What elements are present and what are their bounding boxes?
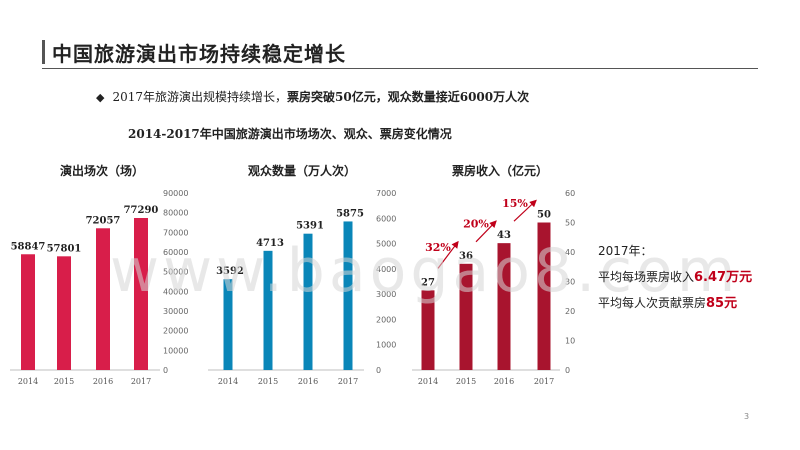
y-tick-label-0-7: 70000 [163,228,188,237]
x-tick-label-1-2014: 2014 [218,377,238,386]
page-title: 中国旅游演出市场持续稳定增长 [52,42,346,66]
growth-label-2: 15% [502,197,528,210]
y-tick-label-0-2: 20000 [163,327,188,336]
y-tick-label-0-5: 50000 [163,268,188,277]
growth-label-0: 32% [425,241,451,254]
x-tick-label-1-2015: 2015 [258,377,278,386]
chart-title-performances: 演出场次（场） [60,164,145,178]
y-tick-label-1-5: 5000 [376,240,396,249]
note-avg-per-person-value: 85元 [706,296,738,311]
x-tick-label-2-2014: 2014 [418,377,438,386]
x-tick-label-2-2016: 2016 [494,377,514,386]
x-tick-label-2-2015: 2015 [456,377,476,386]
y-tick-label-0-9: 90000 [163,189,188,198]
y-tick-label-1-7: 7000 [376,189,396,198]
title-divider [42,68,758,69]
data-label-2-2015: 36 [459,251,473,262]
bar-0-2015 [57,256,71,370]
data-label-0-2015: 57801 [47,243,82,254]
note-avg-per-person: 平均每人次贡献票房85元 [598,292,737,311]
chart-group-subtitle: 2014-2017年中国旅游演出市场场次、观众、票房变化情况 [128,127,452,141]
y-tick-label-0-3: 30000 [163,307,188,316]
y-tick-label-1-1: 1000 [376,341,396,350]
data-label-2-2017: 50 [537,210,551,221]
y-tick-label-1-0: 0 [376,366,381,375]
x-tick-label-0-2016: 2016 [93,377,113,386]
data-label-2-2014: 27 [421,277,435,288]
bullet-text-highlight: 票房突破50亿元，观众数量接近6000万人次 [287,90,530,104]
bar-2-2016 [497,243,511,370]
growth-arrow-1 [475,220,497,243]
data-label-1-2017: 5875 [336,208,364,219]
y-tick-label-0-8: 80000 [163,209,188,218]
y-tick-label-2-4: 40 [565,248,575,257]
data-label-1-2015: 4713 [256,238,284,249]
y-tick-label-0-1: 10000 [163,346,188,355]
y-tick-label-2-2: 20 [565,307,575,316]
data-label-2-2016: 43 [497,230,511,241]
bar-2-2015 [459,263,473,370]
y-tick-label-0-4: 40000 [163,287,188,296]
bar-1-2017 [343,221,353,370]
y-tick-label-2-1: 10 [565,337,575,346]
bar-0-2016 [96,228,110,370]
page-number: 3 [744,412,750,421]
y-tick-label-0-6: 60000 [163,248,188,257]
bullet-summary: ◆ 2017年旅游演出规模持续增长，票房突破50亿元，观众数量接近6000万人次 [96,88,529,105]
bar-0-2017 [134,217,148,370]
y-tick-label-0-0: 0 [163,366,168,375]
x-tick-label-0-2015: 2015 [54,377,74,386]
bar-1-2016 [303,233,313,370]
bar-2-2017 [537,222,551,370]
bar-1-2014 [223,279,233,370]
growth-arrow-0 [437,240,459,269]
data-label-0-2014: 58847 [11,241,46,252]
x-tick-label-1-2016: 2016 [298,377,318,386]
chart-title-audience: 观众数量（万人次） [248,164,357,178]
diamond-bullet-icon: ◆ [96,91,105,104]
x-tick-label-0-2017: 2017 [131,377,151,386]
y-tick-label-2-3: 30 [565,278,575,287]
y-tick-label-2-0: 0 [565,366,570,375]
y-tick-label-1-3: 3000 [376,290,396,299]
x-tick-label-0-2014: 2014 [18,377,38,386]
note-avg-per-show-label: 平均每场票房收入 [598,270,695,284]
y-tick-label-1-6: 6000 [376,214,396,223]
y-tick-label-1-2: 2000 [376,315,396,324]
bullet-text-intro: 2017年旅游演出规模持续增长， [112,90,288,104]
bar-1-2015 [263,250,273,370]
y-tick-label-1-4: 4000 [376,265,396,274]
growth-label-1: 20% [463,217,489,230]
bar-2-2014 [421,290,435,370]
chart-title-boxoffice: 票房收入（亿元） [452,164,549,178]
x-tick-label-2-2017: 2017 [534,377,554,386]
title-accent-bar [42,40,45,64]
y-tick-label-2-6: 60 [565,189,575,198]
data-label-0-2017: 77290 [124,205,159,216]
note-avg-per-show-value: 6.47万元 [694,270,753,285]
bar-0-2014 [21,254,35,370]
x-tick-label-1-2017: 2017 [338,377,358,386]
data-label-0-2016: 72057 [86,215,121,226]
note-year: 2017年： [598,244,653,258]
data-label-1-2016: 5391 [296,221,324,232]
data-label-1-2014: 3592 [216,266,244,277]
note-avg-per-show: 平均每场票房收入6.47万元 [598,266,752,285]
y-tick-label-2-5: 50 [565,219,575,228]
note-avg-per-person-label: 平均每人次贡献票房 [598,296,707,310]
growth-arrow-2 [513,199,537,222]
